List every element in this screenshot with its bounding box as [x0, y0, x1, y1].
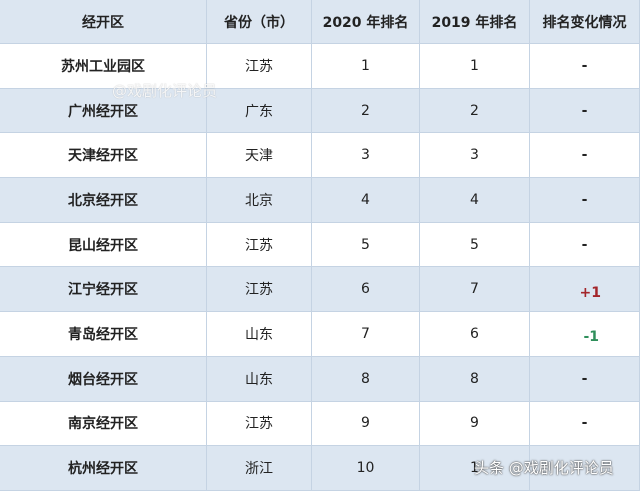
- table-cell: +1: [530, 267, 640, 313]
- table-cell: 2: [420, 88, 530, 134]
- table-cell: 10: [312, 446, 420, 491]
- table-cell: 青岛经开区: [0, 312, 207, 357]
- header-cell: 省份（市）: [207, 0, 312, 44]
- header-cell: 2019 年排名: [420, 0, 530, 44]
- table-cell: 山东: [207, 312, 312, 357]
- table-cell: 北京: [207, 178, 312, 223]
- table-cell: 北京经开区: [0, 178, 207, 223]
- header-cell: 经开区: [0, 0, 207, 44]
- table-cell: -: [530, 178, 640, 223]
- table-cell: 江苏: [207, 401, 312, 447]
- table-cell: 3: [312, 133, 420, 179]
- table-cell: 烟台经开区: [0, 356, 207, 402]
- table-cell: -: [530, 133, 640, 179]
- table-cell: 江苏: [207, 222, 312, 268]
- table-cell: 江苏: [207, 44, 312, 89]
- table-cell: 9: [312, 401, 420, 447]
- table-cell: 8: [312, 356, 420, 402]
- table-cell: 8: [420, 356, 530, 402]
- table-cell: 1: [420, 44, 530, 89]
- table-cell: 江宁经开区: [0, 267, 207, 313]
- table-cell: -: [530, 222, 640, 268]
- table-cell: 5: [312, 222, 420, 268]
- table-cell: -1: [530, 312, 640, 357]
- table-cell: 杭州经开区: [0, 446, 207, 491]
- table-cell: 6: [420, 312, 530, 357]
- table-cell: 广州经开区: [0, 88, 207, 134]
- table-cell: 天津经开区: [0, 133, 207, 179]
- table-cell: 3: [420, 133, 530, 179]
- table-cell: 天津: [207, 133, 312, 179]
- table-cell: 6: [312, 267, 420, 313]
- table-cell: 1: [312, 44, 420, 89]
- watermark: @戏剧化评论员: [112, 82, 218, 100]
- table-cell: 昆山经开区: [0, 222, 207, 268]
- header-cell: 排名变化情况: [530, 0, 640, 44]
- table-cell: 苏州工业园区: [0, 44, 207, 89]
- table-cell: -: [530, 44, 640, 89]
- table-cell: 7: [312, 312, 420, 357]
- table-cell: -: [530, 401, 640, 447]
- table-cell: -: [530, 356, 640, 402]
- table-cell: 2: [312, 88, 420, 134]
- table-cell: 广东: [207, 88, 312, 134]
- header-cell: 2020 年排名: [312, 0, 420, 44]
- table-cell: 山东: [207, 356, 312, 402]
- table-cell: -: [530, 88, 640, 134]
- table-cell: 南京经开区: [0, 401, 207, 447]
- table-cell: 1: [420, 446, 530, 491]
- empty-cell: [530, 446, 640, 491]
- table-cell: 浙江: [207, 446, 312, 491]
- table-cell: 江苏: [207, 267, 312, 313]
- table-cell: 7: [420, 267, 530, 313]
- table-cell: 4: [420, 178, 530, 223]
- table-cell: 5: [420, 222, 530, 268]
- watermark: 头条 @戏剧化评论员: [474, 459, 614, 477]
- table-cell: 4: [312, 178, 420, 223]
- table-cell: 9: [420, 401, 530, 447]
